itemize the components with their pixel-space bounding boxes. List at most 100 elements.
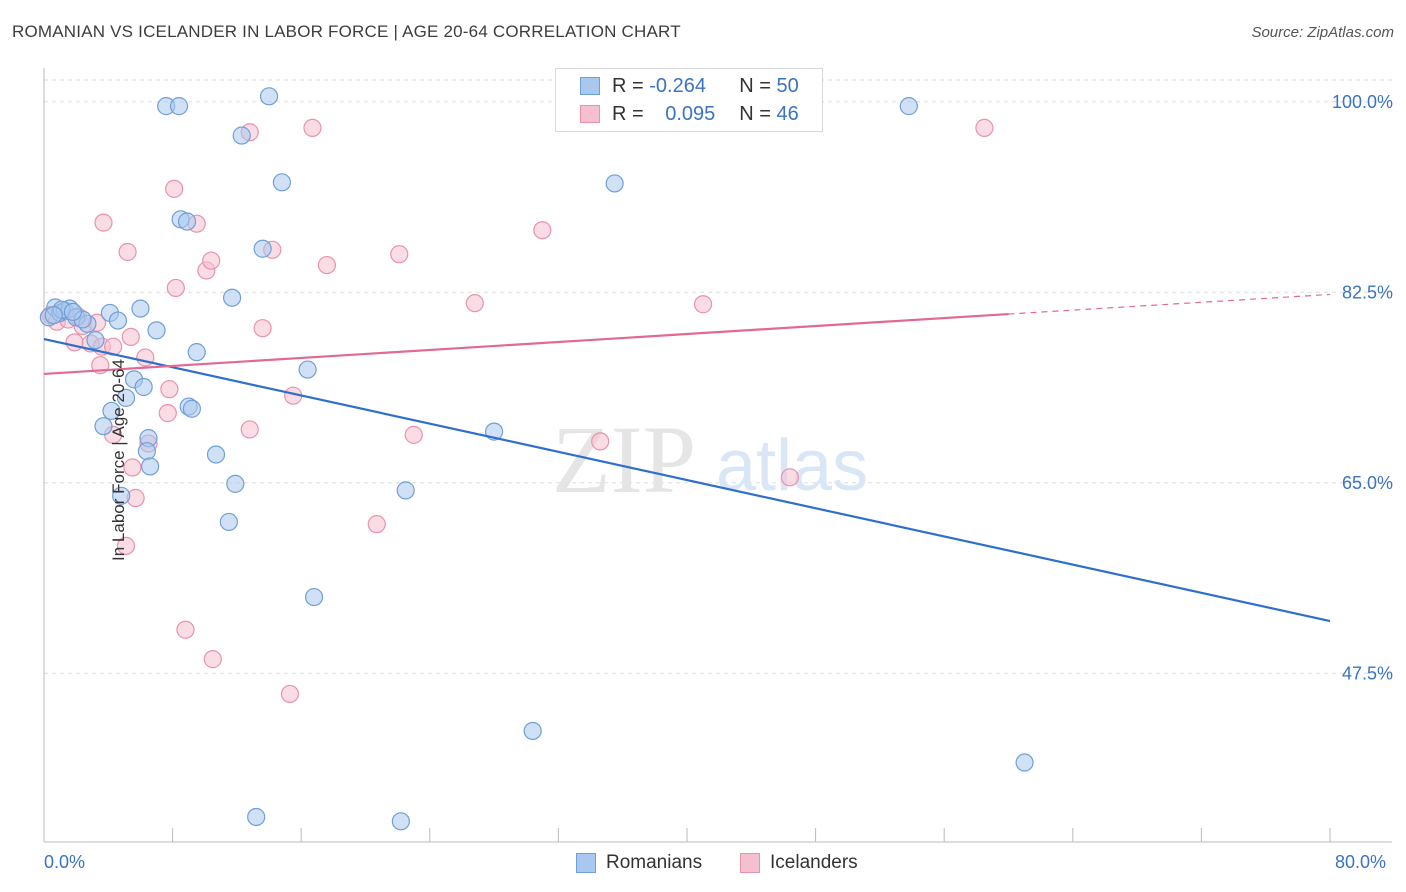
icelanders-point (465, 294, 484, 313)
romanians-trendline (43, 338, 1331, 623)
axes (43, 68, 1392, 843)
icelanders-point (975, 118, 994, 137)
icelanders-point (303, 118, 322, 137)
icelanders-point (533, 221, 552, 240)
romanians-r-value: -0.264 (649, 74, 706, 97)
romanians-point (182, 399, 201, 418)
romanians-point (94, 417, 113, 436)
romanians-point (44, 306, 63, 325)
icelanders-point (240, 420, 259, 439)
romanians-point (177, 212, 197, 231)
romanians-point (298, 360, 317, 379)
icelanders-point (280, 684, 300, 704)
romanians-point (169, 97, 189, 116)
romanians-point (206, 445, 226, 464)
correlation-legend: R = -0.264 N = 50 R = 0.095 N = 46 (555, 68, 823, 132)
romanians-legend-label: Romanians (606, 852, 703, 873)
romanians-point (108, 311, 128, 330)
y-tick-label: 65.0% (1342, 473, 1393, 493)
icelanders-point (404, 425, 423, 444)
romanians-point (899, 97, 918, 116)
romanians-point (272, 173, 292, 192)
romanians-points (39, 87, 1034, 831)
icelanders-point (253, 319, 272, 338)
romanians-point (1015, 753, 1034, 772)
icelanders-swatch (580, 105, 600, 123)
icelanders-r-value: 0.095 (665, 102, 716, 125)
icelanders-point (202, 251, 221, 270)
icelanders-point (94, 213, 113, 232)
romanians-point (222, 288, 242, 307)
icelanders-point (160, 380, 179, 399)
bottom-legend-icelanders: Icelanders (740, 852, 858, 874)
icelanders-point (390, 245, 409, 264)
icelanders-point (591, 432, 610, 451)
trendlines (43, 293, 1331, 623)
icelanders-point (116, 536, 136, 556)
icelanders-point (121, 327, 140, 347)
romanians-point (523, 721, 542, 741)
chart-title: ROMANIAN VS ICELANDER IN LABOR FORCE | A… (12, 22, 681, 41)
watermark-atlas: atlas (716, 426, 868, 506)
icelanders-point (166, 278, 185, 298)
icelanders-n-value: 46 (776, 102, 799, 125)
icelanders-point (693, 295, 713, 314)
romanians-point (187, 343, 206, 362)
icelanders-point (176, 620, 195, 639)
romanians-point (253, 239, 272, 258)
icelanders-legend-swatch (740, 853, 760, 873)
y-tick-label: 82.5% (1342, 282, 1393, 302)
romanians-point (259, 87, 279, 106)
romanians-n-value: 50 (776, 74, 799, 97)
romanians-point (137, 442, 156, 461)
romanians-point (396, 481, 415, 500)
icelanders-point (367, 515, 386, 534)
romanians-point (102, 401, 121, 421)
icelanders-n-label: N = (739, 102, 771, 125)
x-tick-label-min: 0.0% (44, 852, 86, 872)
romanians-point (112, 486, 131, 505)
romanians-point (116, 388, 136, 407)
romanians-point (131, 299, 150, 318)
romanians-r-label: R = (612, 74, 644, 97)
icelanders-legend-label: Icelanders (770, 852, 858, 873)
romanians-point (605, 174, 624, 193)
icelanders-r-label: R = (612, 102, 644, 125)
icelanders-point (65, 333, 84, 352)
romanians-point (86, 331, 105, 350)
legend-row-romanians: R = -0.264 N = 50 (580, 73, 799, 99)
romanians-point (304, 587, 324, 607)
bottom-legend-romanians: Romanians (576, 852, 702, 874)
watermark-zip: ZIP (552, 406, 696, 513)
romanians-point (63, 302, 83, 321)
icelanders-trendline (43, 312, 1009, 376)
icelanders-point (158, 404, 177, 423)
romanians-point (140, 457, 160, 476)
icelanders-point (165, 179, 184, 198)
romanians-swatch (580, 77, 600, 95)
icelanders-point (317, 255, 337, 275)
icelanders-point (203, 650, 222, 669)
romanians-point (247, 807, 266, 827)
romanians-point (391, 812, 410, 831)
icelanders-trendline-extension (1008, 293, 1331, 315)
icelanders-point (123, 458, 142, 477)
y-tick-labels: 47.5% 65.0% 82.5% 100.0% (1332, 92, 1393, 683)
romanians-n-label: N = (739, 74, 771, 97)
icelanders-point (118, 242, 137, 262)
romanians-point (226, 474, 245, 493)
x-tick-label-max: 80.0% (1335, 852, 1387, 872)
legend-row-icelanders: R = 0.095 N = 46 (580, 101, 799, 127)
source-label: Source: ZipAtlas.com (1251, 24, 1394, 41)
y-tick-label: 100.0% (1332, 92, 1393, 112)
y-axis-title: In Labor Force | Age 20-64 (108, 359, 128, 561)
romanians-point (134, 377, 153, 397)
y-tick-label: 47.5% (1342, 663, 1393, 683)
romanians-point (147, 321, 166, 340)
romanians-point (219, 512, 238, 532)
gridlines (44, 79, 1392, 674)
romanians-point (232, 126, 251, 145)
romanians-legend-swatch (576, 853, 596, 873)
icelanders-point (780, 468, 799, 487)
